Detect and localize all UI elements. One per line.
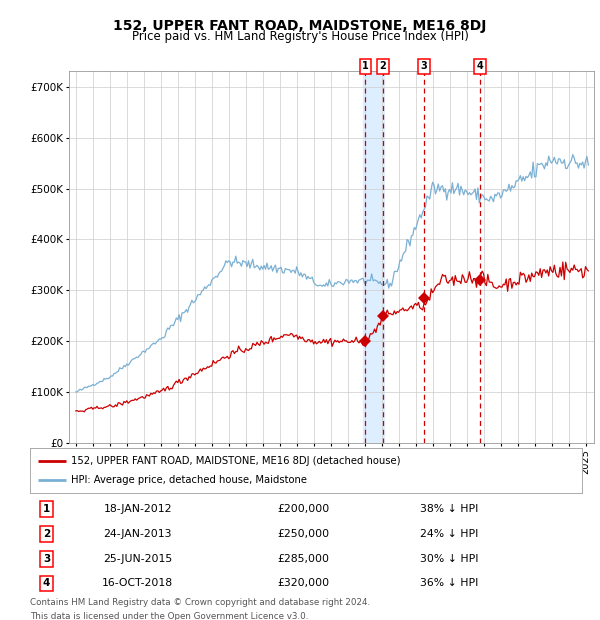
Text: 3: 3 <box>421 61 427 71</box>
Text: 38% ↓ HPI: 38% ↓ HPI <box>421 504 479 514</box>
Text: 4: 4 <box>43 578 50 588</box>
Text: 24-JAN-2013: 24-JAN-2013 <box>103 529 172 539</box>
Text: 1: 1 <box>43 504 50 514</box>
Text: 1: 1 <box>362 61 369 71</box>
Text: £250,000: £250,000 <box>277 529 329 539</box>
Text: 36% ↓ HPI: 36% ↓ HPI <box>421 578 479 588</box>
Text: 24% ↓ HPI: 24% ↓ HPI <box>421 529 479 539</box>
Bar <box>363 71 384 443</box>
Text: 4: 4 <box>476 61 484 71</box>
Text: £285,000: £285,000 <box>277 554 329 564</box>
Text: 30% ↓ HPI: 30% ↓ HPI <box>420 554 479 564</box>
Text: 152, UPPER FANT ROAD, MAIDSTONE, ME16 8DJ (detached house): 152, UPPER FANT ROAD, MAIDSTONE, ME16 8D… <box>71 456 401 466</box>
Text: 16-OCT-2018: 16-OCT-2018 <box>102 578 173 588</box>
Text: 25-JUN-2015: 25-JUN-2015 <box>103 554 172 564</box>
Text: £320,000: £320,000 <box>277 578 329 588</box>
Text: This data is licensed under the Open Government Licence v3.0.: This data is licensed under the Open Gov… <box>30 612 308 620</box>
Text: 18-JAN-2012: 18-JAN-2012 <box>103 504 172 514</box>
Text: £200,000: £200,000 <box>277 504 329 514</box>
Text: Price paid vs. HM Land Registry's House Price Index (HPI): Price paid vs. HM Land Registry's House … <box>131 30 469 43</box>
Text: 3: 3 <box>43 554 50 564</box>
Text: 2: 2 <box>379 61 386 71</box>
Text: 152, UPPER FANT ROAD, MAIDSTONE, ME16 8DJ: 152, UPPER FANT ROAD, MAIDSTONE, ME16 8D… <box>113 19 487 33</box>
Text: 2: 2 <box>43 529 50 539</box>
Text: HPI: Average price, detached house, Maidstone: HPI: Average price, detached house, Maid… <box>71 476 307 485</box>
Text: Contains HM Land Registry data © Crown copyright and database right 2024.: Contains HM Land Registry data © Crown c… <box>30 598 370 608</box>
